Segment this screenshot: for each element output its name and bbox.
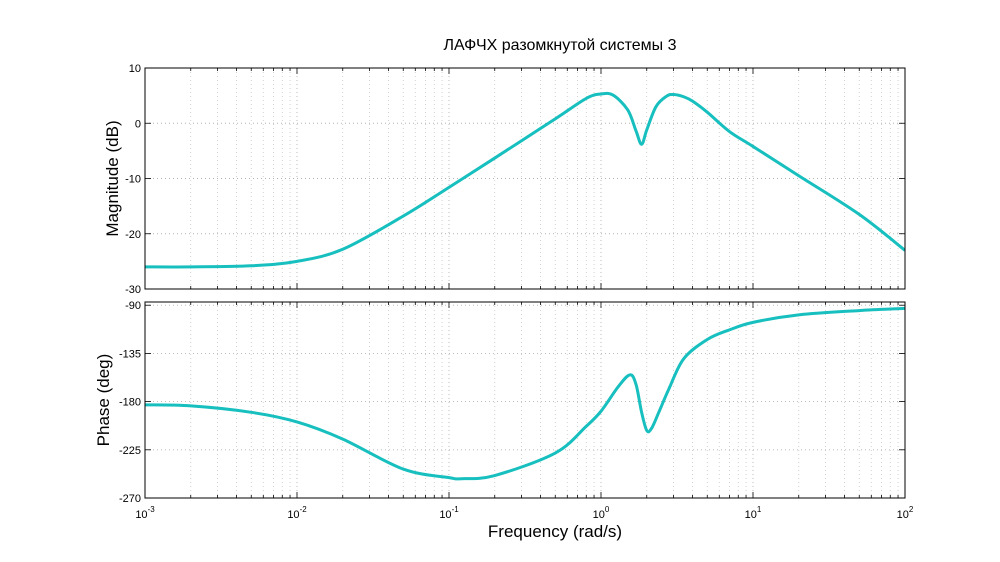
- phase-y-tick-label: -225: [119, 445, 141, 457]
- x-tick-exponent: 2: [909, 505, 914, 514]
- phase-series-line: [145, 306, 905, 481]
- x-tick-base: 10: [439, 509, 451, 521]
- x-tick-label: 10-1: [439, 505, 459, 521]
- magnitude-panel: 10 0 -10 -20 -30 Magnitude (dB): [103, 63, 906, 296]
- x-tick-base: 10: [135, 509, 147, 521]
- phase-axes-frame: [144, 301, 906, 499]
- phase-plot-area: [145, 302, 905, 498]
- x-tick-exponent: -2: [300, 505, 308, 514]
- magnitude-y-tick-label: -10: [125, 174, 141, 186]
- x-tick-label: 100: [593, 505, 610, 521]
- x-tick-base: 10: [897, 509, 909, 521]
- phase-y-tick-label: -180: [119, 397, 141, 409]
- x-tick-exponent: -1: [452, 505, 460, 514]
- magnitude-y-tick-label: 0: [135, 118, 141, 130]
- x-tick-label: 101: [745, 505, 762, 521]
- magnitude-y-tick-label: -30: [125, 284, 141, 296]
- phase-y-axis-label: Phase (deg): [94, 354, 113, 447]
- magnitude-y-tick-label: -20: [125, 229, 141, 241]
- x-tick-base: 10: [287, 509, 299, 521]
- chart-title: ЛАФЧХ разомкнутой системы 3: [444, 37, 677, 54]
- x-tick-base: 10: [745, 509, 757, 521]
- magnitude-axes-frame: [144, 67, 906, 290]
- phase-panel: -90 -135 -180 -225 -270 Phase (deg): [94, 300, 906, 505]
- magnitude-series-line: [145, 91, 905, 269]
- x-tick-exponent: 1: [757, 505, 762, 514]
- x-tick-exponent: -3: [148, 505, 156, 514]
- x-tick-label: 102: [897, 505, 914, 521]
- x-axis-label: Frequency (rad/s): [488, 522, 622, 541]
- magnitude-y-axis-label: Magnitude (dB): [103, 120, 122, 236]
- phase-y-tick-label: -90: [125, 300, 141, 312]
- magnitude-y-tick-label: 10: [129, 63, 141, 75]
- x-tick-label: 10-2: [287, 505, 307, 521]
- phase-y-tick-label: -270: [119, 493, 141, 505]
- phase-y-tick-label: -135: [119, 348, 141, 360]
- x-tick-label: 10-3: [135, 505, 155, 521]
- x-tick-exponent: 0: [605, 505, 610, 514]
- x-tick-base: 10: [593, 509, 605, 521]
